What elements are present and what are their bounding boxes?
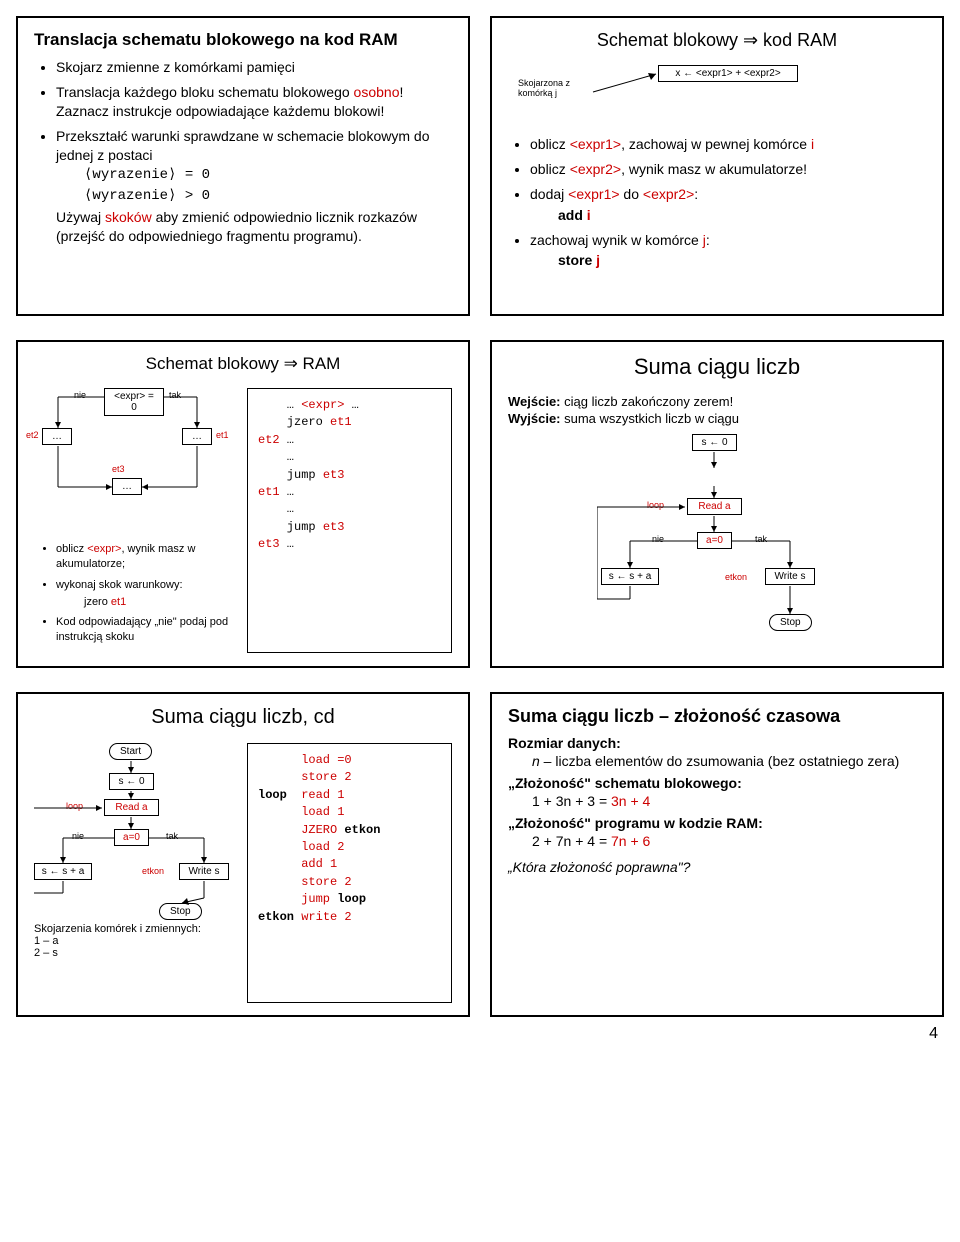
- panel5-codebox: load =0 store 2 loop read 1 load 1 JZERO…: [247, 743, 452, 1003]
- panel4-title: Suma ciągu liczb: [508, 354, 926, 380]
- panel-sum-sequence: Suma ciągu liczb Wejście: ciąg liczb zak…: [490, 340, 944, 668]
- p3-et1: et1: [216, 430, 229, 440]
- p4-input: Wejście: ciąg liczb zakończony zerem!: [508, 394, 926, 409]
- p6-complex2: 2 + 7n + 4 = 7n + 6: [532, 833, 926, 849]
- p4-output: Wyjście: suma wszystkich liczb w ciągu: [508, 411, 926, 426]
- panel2-box: x ← <expr1> + <expr2>: [658, 65, 798, 82]
- panel6-title: Suma ciągu liczb – złożoność czasowa: [508, 706, 926, 727]
- p3-left-box: …: [42, 428, 72, 445]
- p6-datasize: n – liczba elementów do zsumowania (bez …: [532, 753, 926, 769]
- p5-write: Write s: [179, 863, 229, 880]
- p4-read: Read a: [687, 498, 742, 515]
- panel2-b3: dodaj <expr1> do <expr2>: add i: [530, 185, 926, 225]
- p3-b3: Kod odpowiadający „nie" podaj pod instru…: [56, 615, 239, 645]
- panel1-expr2: ⟨wyrazenie⟩ > 0: [84, 187, 452, 206]
- panel2-b1: oblicz <expr1>, zachowaj w pewnej komórc…: [530, 135, 926, 154]
- panel3-title: Schemat blokowy ⇒ RAM: [34, 354, 452, 374]
- panel3-diagram: <expr> = 0 nie tak … … et2 et1 … et3: [34, 388, 239, 538]
- p5-ssa: s ← s + a: [34, 863, 92, 880]
- p3-b2: wykonaj skok warunkowy: jzero et1: [56, 578, 239, 610]
- panel2-b4: zachowaj wynik w komórce j: store j: [530, 231, 926, 271]
- panel4-diagram: Start s ← 0 loop Read a a=0 nie tak s ← …: [597, 434, 837, 654]
- p4-ssa: s ← s + a: [601, 568, 659, 585]
- p3-et3: et3: [112, 464, 125, 474]
- panel-translation-schema: Translacja schematu blokowego na kod RAM…: [16, 16, 470, 316]
- p3-right-box: …: [182, 428, 212, 445]
- panel1-b3: Przekształć warunki sprawdzane w schemac…: [56, 127, 452, 246]
- page-number: 4: [16, 1017, 944, 1043]
- p5-loop: loop: [66, 801, 83, 811]
- p5-nie: nie: [72, 831, 84, 841]
- panel2-title: Schemat blokowy ⇒ kod RAM: [508, 30, 926, 51]
- p3-b1: oblicz <expr>, wynik masz w akumulatorze…: [56, 542, 239, 572]
- p3-expr-box: <expr> = 0: [104, 388, 164, 416]
- panel3-list: oblicz <expr>, wynik masz w akumulatorze…: [56, 542, 239, 645]
- p6-complex1: 1 + 3n + 3 = 3n + 4: [532, 793, 926, 809]
- panel-complexity: Suma ciągu liczb – złożoność czasowa Roz…: [490, 692, 944, 1017]
- panel6-body: Rozmiar danych: n – liczba elementów do …: [508, 735, 926, 875]
- panel2-diagram: Skojarzona z komórką j x ← <expr1> + <ex…: [508, 65, 926, 125]
- p5-start: Start: [109, 743, 152, 760]
- p5-a0: a=0: [114, 829, 149, 846]
- p4-etkon: etkon: [725, 572, 747, 582]
- p5-assoc: Skojarzenia komórek i zmiennych: 1 – a 2…: [34, 923, 204, 959]
- p6-quote: „Która złożoność poprawna"?: [508, 859, 926, 875]
- panel2-list: oblicz <expr1>, zachowaj w pewnej komórc…: [530, 135, 926, 270]
- panel2-caption: Skojarzona z komórką j: [518, 79, 588, 99]
- p3-bottom-box: …: [112, 478, 142, 495]
- panel-schema-to-ram: Schemat blokowy ⇒ kod RAM Skojarzona z k…: [490, 16, 944, 316]
- panel-schema-ram-branch: Schemat blokowy ⇒ RAM <expr> = 0 nie tak…: [16, 340, 470, 668]
- p3-tak: tak: [169, 390, 181, 400]
- panel-sum-cd: Suma ciągu liczb, cd Start s ← 0 loop Re…: [16, 692, 470, 1017]
- p5-read: Read a: [104, 799, 159, 816]
- p4-a0: a=0: [697, 532, 732, 549]
- p5-stop: Stop: [159, 903, 202, 920]
- p4-nie: nie: [652, 534, 664, 544]
- panel3-codebox: … <expr> … jzero et1 et2 … … jump et3 et…: [247, 388, 452, 653]
- panel1-title: Translacja schematu blokowego na kod RAM: [34, 30, 452, 50]
- panel1-b1: Skojarz zmienne z komórkami pamięci: [56, 58, 452, 77]
- p5-tak: tak: [166, 831, 178, 841]
- panel5-diagram: Start s ← 0 loop Read a a=0 nie tak s ← …: [34, 743, 239, 1003]
- p4-s0: s ← 0: [692, 434, 737, 451]
- panel1-list: Skojarz zmienne z komórkami pamięci Tran…: [56, 58, 452, 246]
- p4-loop: loop: [647, 500, 664, 510]
- panel2-b2: oblicz <expr2>, wynik masz w akumulatorz…: [530, 160, 926, 179]
- p5-s0: s ← 0: [109, 773, 154, 790]
- p4-stop: Stop: [769, 614, 812, 631]
- p4-tak: tak: [755, 534, 767, 544]
- panel1-b2: Translacja każdego bloku schematu blokow…: [56, 83, 452, 121]
- p4-write: Write s: [765, 568, 815, 585]
- p3-et2: et2: [26, 430, 39, 440]
- p5-etkon: etkon: [142, 866, 164, 876]
- p3-nie: nie: [74, 390, 86, 400]
- panel5-title: Suma ciągu liczb, cd: [34, 706, 452, 729]
- panel1-expr1: ⟨wyrazenie⟩ = 0: [84, 166, 452, 185]
